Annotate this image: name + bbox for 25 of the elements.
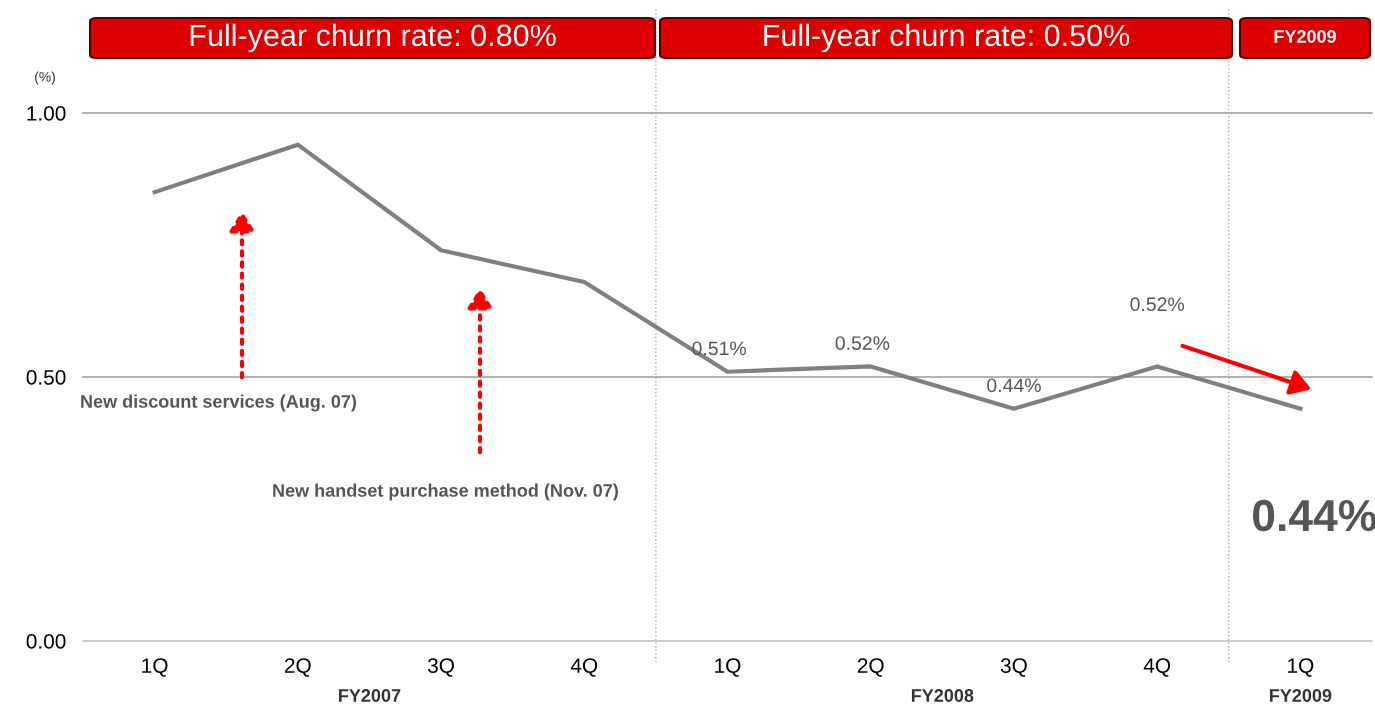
text: FY2009 [1269,689,1332,702]
x-tick-label: 1Q [1288,658,1314,677]
data-label: 0.52% [1130,297,1185,312]
x-tick-label: 2Q [857,658,884,677]
data-label: 0.44% [987,378,1041,393]
y-axis-title: (%) [35,71,55,85]
x-tick-label: 2Q [284,658,311,677]
y-tick-label: 0.00 [26,634,66,649]
x-tick-label: 4Q [570,658,598,677]
x-tick-label: 3Q [427,658,454,677]
data-label: 0.51% [692,341,747,356]
data-label: 0.52% [835,336,890,350]
text: FY2009 [1274,30,1336,43]
annotation: New discount services (Aug. 07) [81,394,357,412]
y-tick-label: 1.00 [27,106,66,121]
text: FY2007 [339,689,401,702]
x-tick-label: 1Q [715,658,741,677]
x-tick-label: 3Q [1000,658,1027,677]
text: FY2008 [911,689,974,702]
annotation: New handset purchase method (Nov. 07) [273,483,618,501]
x-tick-label: 4Q [1143,658,1171,677]
x-tick-label: 1Q [142,658,168,677]
text: Full-year churn rate: 0.50% [764,23,1130,53]
y-tick-label: 0.50 [26,370,66,385]
text: Full-year churn rate: 0.80% [190,23,556,53]
